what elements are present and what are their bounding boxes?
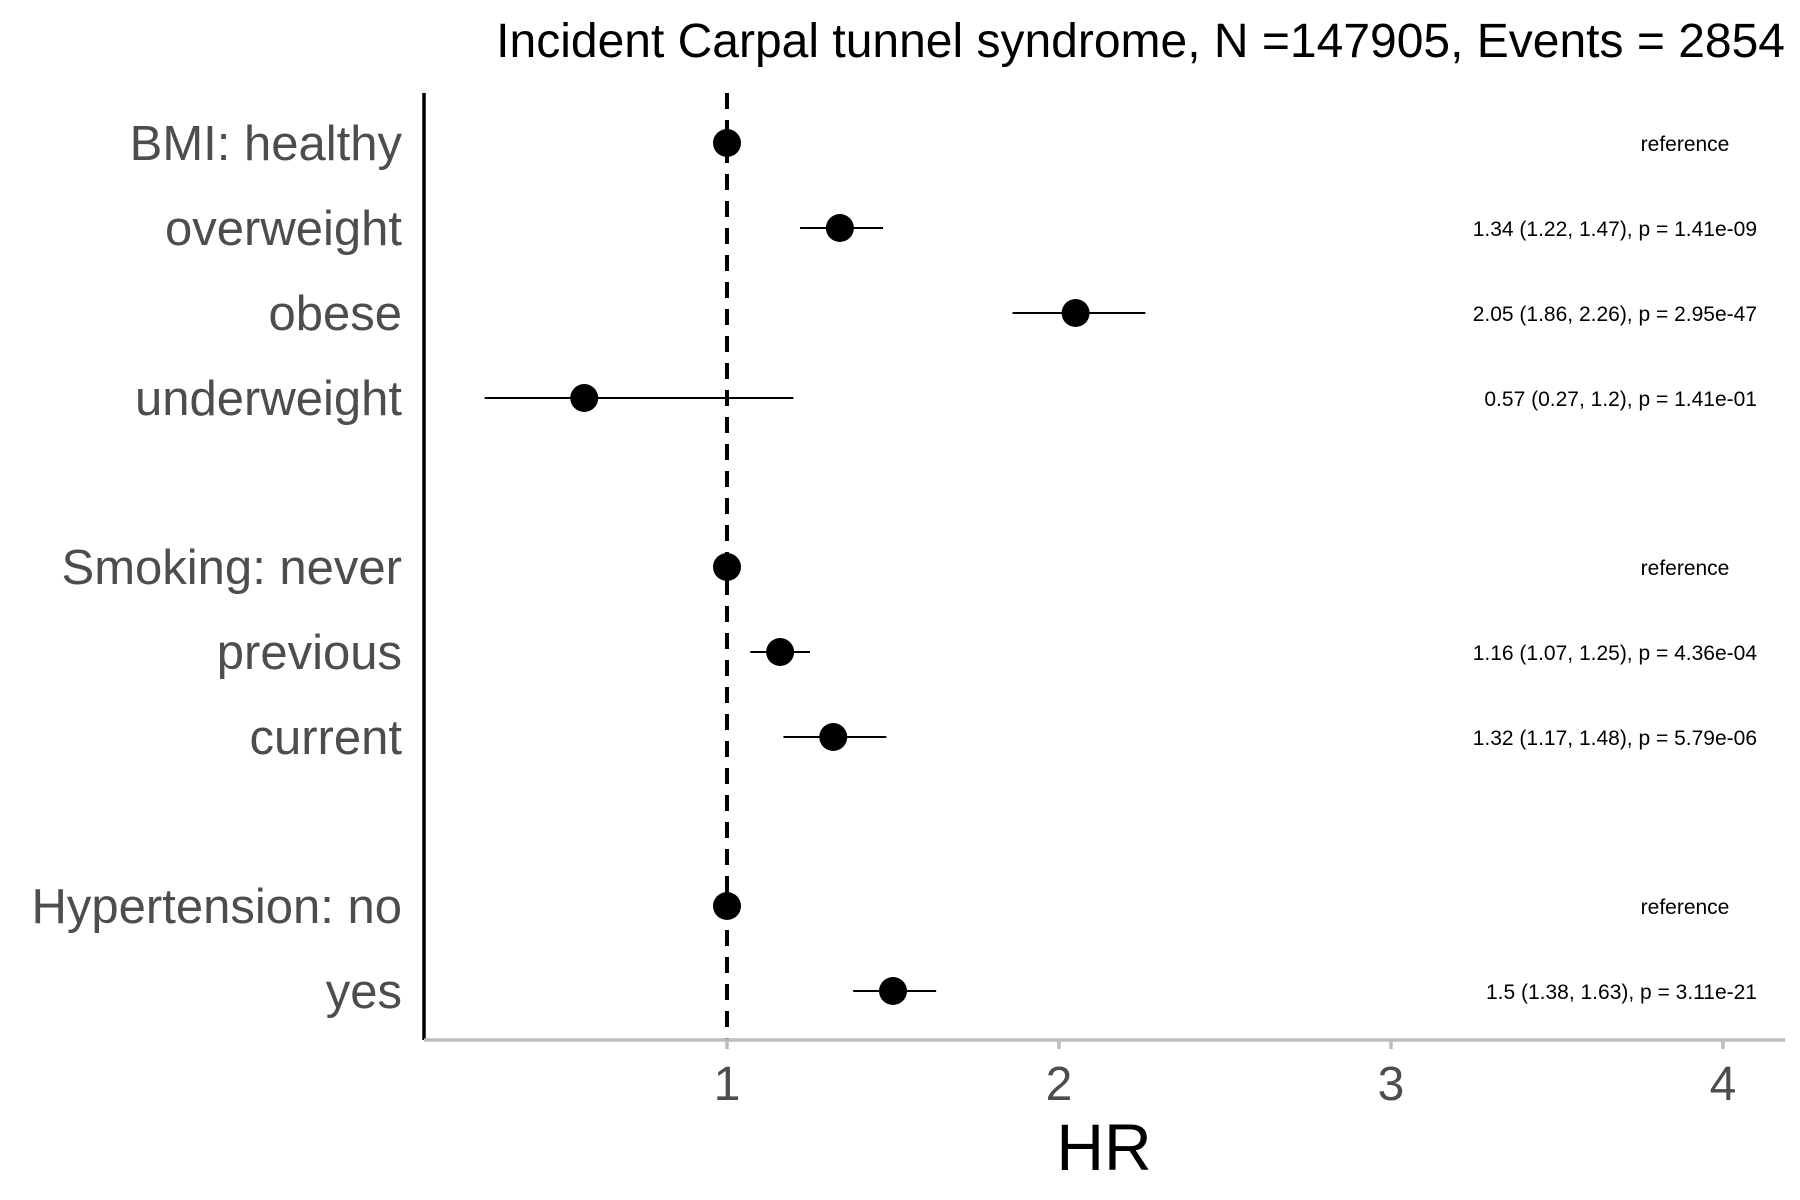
hr-point: [713, 892, 741, 920]
row-label: previous: [217, 626, 402, 680]
estimate-annotation: 0.57 (0.27, 1.2), p = 1.41e-01: [1484, 388, 1757, 411]
row-label: obese: [268, 287, 402, 341]
x-ticks-layer: 1 2 3 4: [714, 1040, 1737, 1111]
estimate-annotation: 1.16 (1.07, 1.25), p = 4.36e-04: [1473, 642, 1758, 665]
hr-point: [1061, 299, 1090, 327]
forest-row: previous 1.16 (1.07, 1.25), p = 4.36e-04: [217, 626, 1758, 680]
row-label: underweight: [135, 372, 402, 426]
x-axis-title: HR: [1056, 1110, 1151, 1184]
reference-label: reference: [1641, 557, 1730, 580]
hr-point: [819, 723, 848, 751]
hr-point: [766, 638, 795, 666]
forest-row: underweight 0.57 (0.27, 1.2), p = 1.41e-0…: [135, 372, 1757, 426]
estimate-annotation: 1.32 (1.17, 1.48), p = 5.79e-06: [1473, 727, 1757, 750]
estimate-annotation: 2.05 (1.86, 2.26), p = 2.95e-47: [1473, 303, 1757, 326]
hr-point: [713, 553, 741, 581]
x-tick-label: 2: [1046, 1058, 1073, 1111]
forest-row: overweight 1.34 (1.22, 1.47), p = 1.41e-0…: [165, 202, 1757, 256]
reference-label: reference: [1641, 896, 1730, 919]
forest-row: BMI: healthy reference: [130, 117, 1730, 171]
reference-label: reference: [1641, 133, 1730, 156]
forest-row: Smoking: never reference: [62, 541, 1730, 595]
estimate-annotation: 1.5 (1.38, 1.63), p = 3.11e-21: [1486, 981, 1757, 1004]
axes-layer: [422, 93, 1785, 1042]
estimate-annotation: 1.34 (1.22, 1.47), p = 1.41e-09: [1473, 218, 1757, 241]
row-label: BMI: healthy: [130, 117, 403, 171]
hr-point: [570, 384, 599, 412]
hr-point: [879, 977, 907, 1005]
forest-row: Hypertension: no reference: [32, 880, 1730, 934]
rows-layer: BMI: healthy reference overweight 1.34 (1.2…: [32, 117, 1758, 1019]
x-tick-label: 1: [714, 1058, 741, 1111]
row-label: overweight: [165, 202, 402, 256]
forest-row: yes 1.5 (1.38, 1.63), p = 3.11e-21: [326, 965, 1757, 1019]
row-label: Hypertension: no: [32, 880, 402, 934]
hr-point: [713, 129, 741, 157]
row-label: Smoking: never: [62, 541, 402, 595]
hr-point: [825, 214, 854, 242]
forest-row: obese 2.05 (1.86, 2.26), p = 2.95e-47: [268, 287, 1757, 341]
row-label: current: [249, 711, 402, 765]
x-tick-label: 3: [1378, 1058, 1405, 1111]
chart-title: Incident Carpal tunnel syndrome, N =1479…: [496, 15, 1785, 68]
row-label: yes: [326, 965, 402, 1019]
forest-row: current 1.32 (1.17, 1.48), p = 5.79e-06: [249, 711, 1757, 765]
x-tick-label: 4: [1710, 1058, 1737, 1111]
